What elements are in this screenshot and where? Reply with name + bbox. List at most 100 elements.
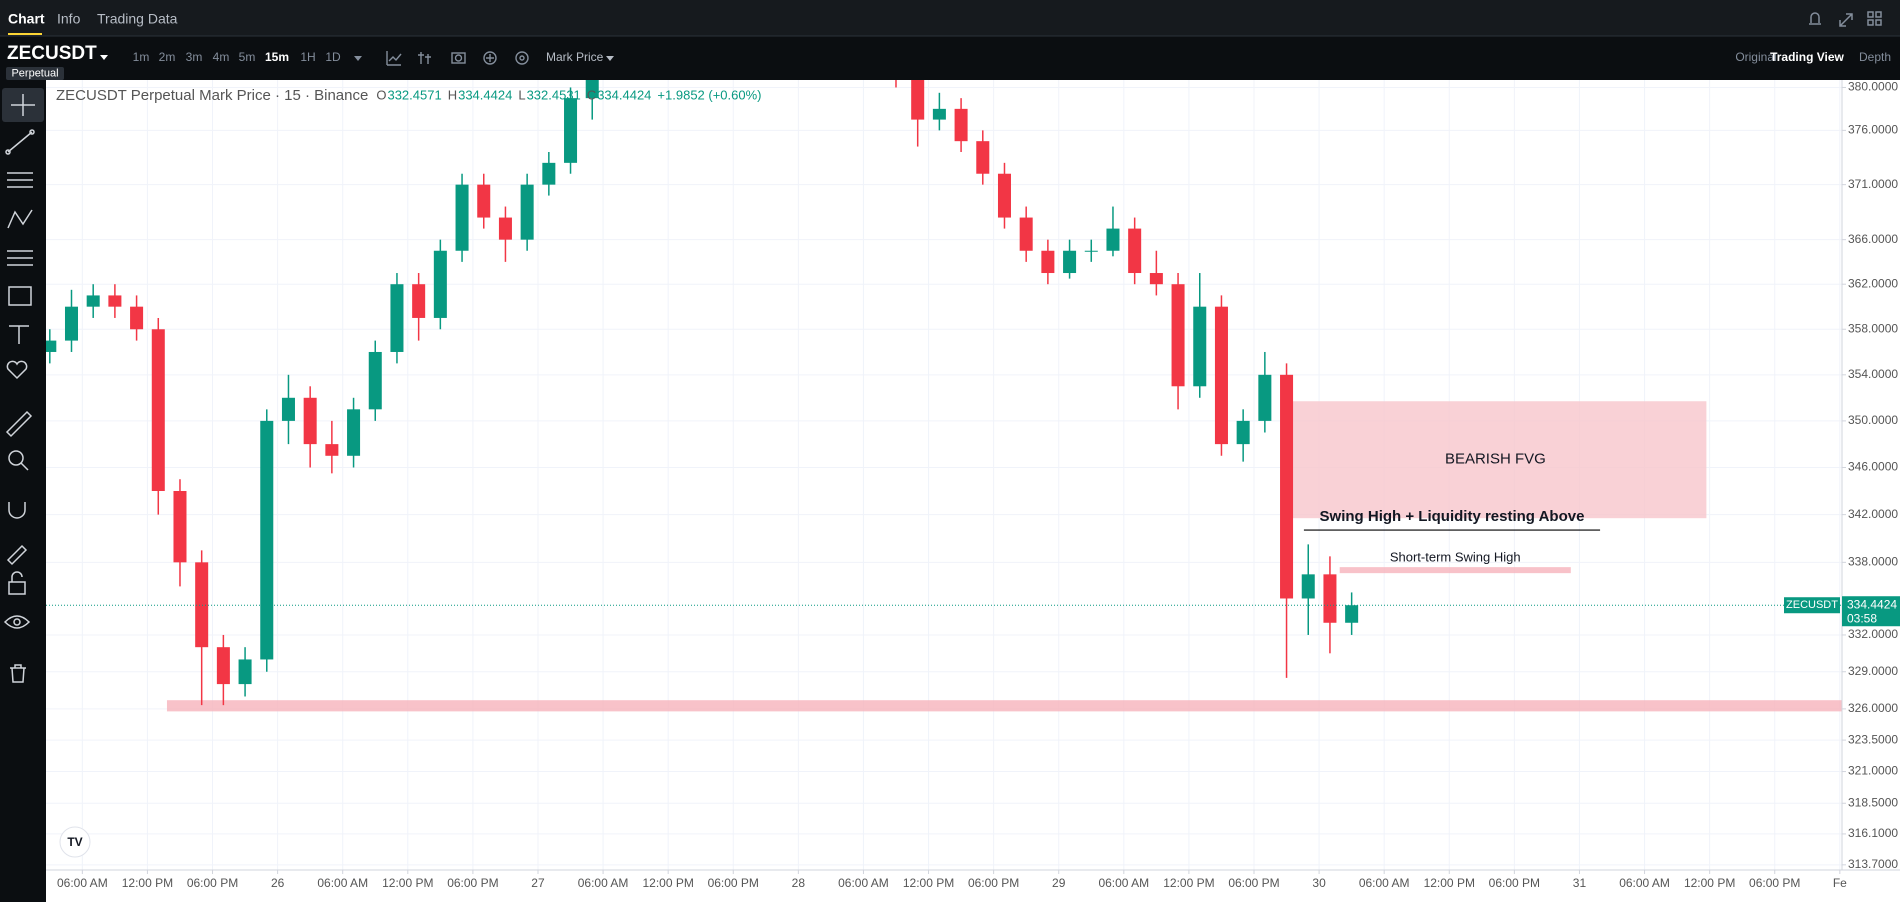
interval[interactable]: 2m [159,50,176,64]
view-option[interactable]: Original [1735,50,1776,64]
ohlc-key: H [448,87,457,102]
x-tick-label: 31 [1573,876,1587,890]
level-label: Swing High + Liquidity resting Above [1320,508,1585,525]
candle-body [1041,250,1055,274]
interval[interactable]: 1H [300,50,315,64]
x-tick-label: 12:00 PM [642,876,693,890]
candle-body [151,329,165,491]
x-tick-label: 27 [531,876,545,890]
tab[interactable]: Chart [8,11,45,27]
x-tick-label: 12:00 PM [1163,876,1214,890]
x-tick-label: Fe [1833,876,1847,890]
candle-body [86,295,100,307]
candle-body [46,340,57,352]
x-tick-label: 06:00 PM [1228,876,1279,890]
y-tick-label: 338.0000 [1848,555,1898,569]
candle-body [1171,284,1185,387]
change: +1.9852 (+0.60%) [657,87,761,102]
x-tick-label: 06:00 PM [447,876,498,890]
ohlc-value: 332.4571 [387,87,441,102]
candle-body [954,108,968,142]
candle-body [303,397,317,445]
drawing-tools[interactable] [3,94,35,683]
candle-body [195,562,209,648]
x-tick-label: 06:00 AM [838,876,889,890]
candle-body [64,306,79,341]
y-tick-label: 342.0000 [1848,507,1898,521]
y-tick-label: 366.0000 [1848,232,1898,246]
x-tick-label: 06:00 AM [578,876,629,890]
candle-body [1214,306,1228,445]
window-icons [1809,11,1882,27]
interval[interactable]: 3m [186,50,203,64]
x-tick-label: 29 [1052,876,1066,890]
candle-body [238,659,252,685]
y-tick-label: 376.0000 [1848,123,1898,137]
candle-body [564,98,578,163]
candle-body [498,217,512,240]
interval[interactable]: 4m [213,50,230,64]
x-tick-label: 06:00 PM [968,876,1019,890]
candle-body [433,250,447,318]
zone [1339,567,1571,574]
zone [1284,401,1707,519]
tab-underline [8,33,42,35]
candle-body [932,108,946,120]
ohlc-value: 334.4424 [597,87,651,102]
candle-body [216,647,230,685]
candle-body [412,284,426,318]
view-option[interactable]: Trading View [1770,50,1844,64]
candle-body [1345,605,1359,623]
y-tick-label: 346.0000 [1848,460,1898,474]
drawing-toolbar [0,80,46,902]
y-tick-label: 316.1000 [1848,826,1898,840]
ohlc-value: 334.4424 [458,87,512,102]
x-tick-label: 06:00 AM [1619,876,1670,890]
candle-body [1301,574,1315,599]
x-tick-label: 06:00 PM [708,876,759,890]
interval[interactable]: 1D [325,50,341,64]
legend-title: ZECUSDT Perpetual Mark Price · 15 · Bina… [56,87,368,104]
y-tick-label: 380.0000 [1848,80,1898,94]
zone-label: Short-term Swing High [1390,550,1521,565]
price-type[interactable]: Mark Price [546,50,604,64]
symbol[interactable]: ZECUSDT [7,43,97,64]
candle-body [455,184,469,251]
y-tick-label: 358.0000 [1848,321,1898,335]
candle-body [997,173,1011,218]
y-tick-label: 313.7000 [1848,857,1898,871]
candle-body [108,295,122,307]
tv-logo[interactable] [59,826,91,858]
candle-body [1149,273,1163,285]
candle-body [542,162,556,185]
x-tick-label: 12:00 PM [382,876,433,890]
x-tick-label: 30 [1312,876,1326,890]
tab[interactable]: Trading Data [97,11,178,27]
candle-body [911,80,925,120]
tab[interactable]: Info [57,11,81,27]
candle-body [1128,228,1142,274]
candle-body [520,184,534,240]
price-tag: 334.4424 [1847,597,1897,611]
badge: Perpetual [11,67,58,79]
candle-body [347,409,361,456]
candle-body [477,184,491,218]
interval[interactable]: 1m [133,50,150,64]
candle-body [1280,374,1294,599]
candle-body [325,444,339,456]
y-tick-label: 371.0000 [1848,177,1898,191]
x-tick-label: 06:00 AM [1098,876,1149,890]
candle-body [1063,250,1077,274]
ohlc-key: L [518,87,525,102]
countdown: 03:58 [1847,611,1877,625]
x-tick-label: 12:00 PM [1684,876,1735,890]
view-option[interactable]: Depth [1859,50,1891,64]
candle-body [368,351,382,410]
interval[interactable]: 5m [239,50,256,64]
interval[interactable]: 15m [265,50,289,64]
dropdown-arrow[interactable] [100,55,108,60]
candle-body [130,306,144,330]
badge-bg [6,67,64,80]
candle-body [1193,306,1207,387]
y-tick-label: 318.5000 [1848,795,1898,809]
